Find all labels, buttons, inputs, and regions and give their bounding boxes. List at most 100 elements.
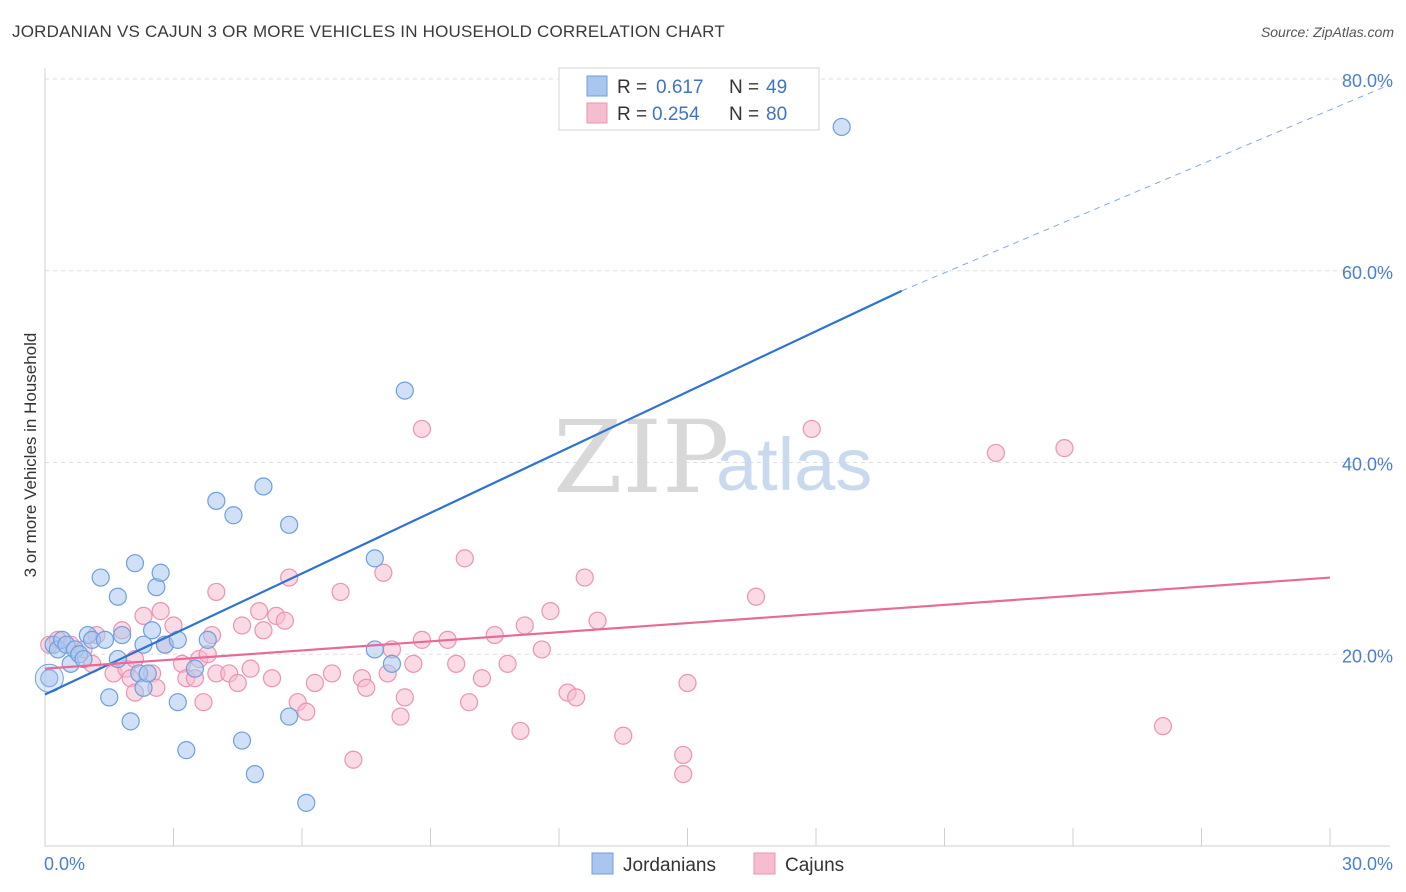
cajun-point bbox=[194, 693, 213, 712]
cajun-point bbox=[511, 721, 530, 741]
jordanian-point bbox=[224, 506, 243, 525]
jordanian-point bbox=[185, 659, 205, 678]
cajun-point bbox=[674, 764, 693, 784]
legend-n-label-jordanians: N = bbox=[729, 77, 759, 98]
x-axis bbox=[44, 68, 1390, 847]
legend-r-value-cajuns: 0.254 bbox=[652, 104, 700, 125]
cajun-point bbox=[678, 673, 697, 693]
legend-n-label-cajuns: N = bbox=[729, 104, 759, 125]
jordanians-points bbox=[34, 117, 851, 812]
jordanian-point bbox=[125, 554, 145, 573]
cajun-point bbox=[746, 587, 766, 606]
cajun-point bbox=[297, 702, 316, 721]
cajun-point bbox=[151, 602, 170, 621]
cajun-point bbox=[232, 616, 252, 635]
legend-r-label-jordanians: R = bbox=[617, 77, 647, 98]
cajun-point bbox=[322, 664, 342, 683]
y-tick-label: 80.0% bbox=[1342, 71, 1393, 91]
jordanian-point bbox=[108, 587, 127, 606]
jordanian-point bbox=[297, 793, 316, 812]
legend-n-value-jordanians: 49 bbox=[766, 77, 787, 98]
cajuns-points bbox=[40, 419, 1173, 784]
cajun-point bbox=[134, 606, 153, 626]
watermark-atlas: atlas bbox=[716, 423, 872, 506]
cajun-point bbox=[1055, 439, 1074, 458]
gridlines bbox=[45, 78, 1390, 655]
jordanian-point bbox=[395, 381, 414, 400]
cajun-point bbox=[447, 654, 466, 673]
jordanian-point bbox=[365, 640, 384, 659]
cajun-point bbox=[241, 659, 260, 678]
legend-swatch-cajuns bbox=[586, 102, 608, 124]
bottom-legend-swatch-cajuns bbox=[753, 852, 776, 875]
jordanian-point bbox=[280, 707, 299, 726]
cajun-point bbox=[228, 673, 247, 693]
y-tick-label: 20.0% bbox=[1342, 646, 1393, 666]
y-axis-title: 3 or more Vehicles in Household bbox=[21, 333, 40, 578]
y-tick-label: 40.0% bbox=[1342, 455, 1393, 475]
x-tick-min: 0.0% bbox=[44, 854, 85, 874]
jordanian-point bbox=[112, 625, 132, 645]
cajun-point bbox=[412, 630, 432, 649]
jordanian-point bbox=[207, 491, 226, 510]
cajun-point bbox=[541, 602, 560, 621]
cajun-point bbox=[275, 611, 294, 630]
cajun-point bbox=[455, 549, 474, 568]
jordanian-point bbox=[177, 741, 196, 760]
watermark-zip: ZIP bbox=[553, 399, 729, 516]
jordanian-point bbox=[95, 630, 115, 649]
cajun-point bbox=[567, 688, 586, 707]
cajun-point bbox=[331, 582, 350, 602]
source-label: Source: ZipAtlas.com bbox=[1260, 24, 1394, 40]
cajun-point bbox=[404, 654, 423, 673]
jordanian-point bbox=[138, 664, 157, 683]
bottom-legend-cajuns: Cajuns bbox=[785, 855, 844, 876]
cajun-point bbox=[207, 582, 226, 602]
trend-lines bbox=[44, 84, 1391, 696]
jordanian-point bbox=[198, 630, 217, 649]
cajun-point bbox=[1153, 717, 1173, 736]
cajun-point bbox=[986, 443, 1006, 463]
cajun-point bbox=[357, 678, 376, 697]
cajun-point bbox=[485, 625, 504, 645]
cajun-point bbox=[412, 419, 432, 439]
jordanian-point bbox=[280, 515, 299, 534]
cajun-point bbox=[344, 750, 363, 769]
watermark: ZIP atlas bbox=[553, 399, 872, 516]
jordanian-point bbox=[254, 477, 273, 496]
cajun-point bbox=[472, 669, 491, 688]
jordanian-point bbox=[40, 669, 59, 688]
cajun-point bbox=[532, 640, 551, 659]
x-tick-max: 30.0% bbox=[1342, 854, 1393, 874]
jordanian-point bbox=[91, 568, 110, 587]
bottom-legend-jordanians: Jordanians bbox=[623, 855, 716, 876]
cajun-point bbox=[374, 563, 393, 582]
jordanian-point bbox=[121, 712, 140, 731]
cajun-point bbox=[459, 693, 479, 712]
cajun-point bbox=[391, 707, 410, 726]
jordanian-point bbox=[382, 654, 402, 673]
jordanian-point bbox=[832, 117, 851, 137]
y-tick-labels: 20.0% 40.0% 60.0% 80.0% bbox=[1342, 71, 1393, 666]
cajun-point bbox=[802, 419, 821, 439]
cajun-point bbox=[515, 616, 534, 635]
bottom-legend-swatch-jordanians bbox=[591, 852, 614, 875]
cajun-point bbox=[250, 602, 269, 621]
jordanian-point bbox=[151, 563, 170, 582]
jordanian-point bbox=[232, 731, 252, 750]
jordanian-point bbox=[142, 621, 162, 640]
correlation-legend: R = 0.617 N = 49 R = 0.254 N = 80 bbox=[558, 67, 820, 131]
cajun-point bbox=[395, 688, 414, 707]
jordanian-point bbox=[74, 649, 93, 669]
legend-n-value-cajuns: 80 bbox=[766, 104, 787, 125]
cajun-point bbox=[498, 654, 517, 673]
cajun-point bbox=[262, 669, 282, 688]
cajun-point bbox=[674, 745, 693, 765]
y-tick-label: 60.0% bbox=[1342, 263, 1393, 283]
series-legend: Jordanians Cajuns bbox=[591, 852, 844, 876]
jordanian-point bbox=[100, 688, 119, 707]
jordanian-point bbox=[245, 764, 264, 784]
legend-r-value-jordanians: 0.617 bbox=[656, 77, 704, 98]
legend-r-label-cajuns: R = bbox=[617, 104, 647, 125]
